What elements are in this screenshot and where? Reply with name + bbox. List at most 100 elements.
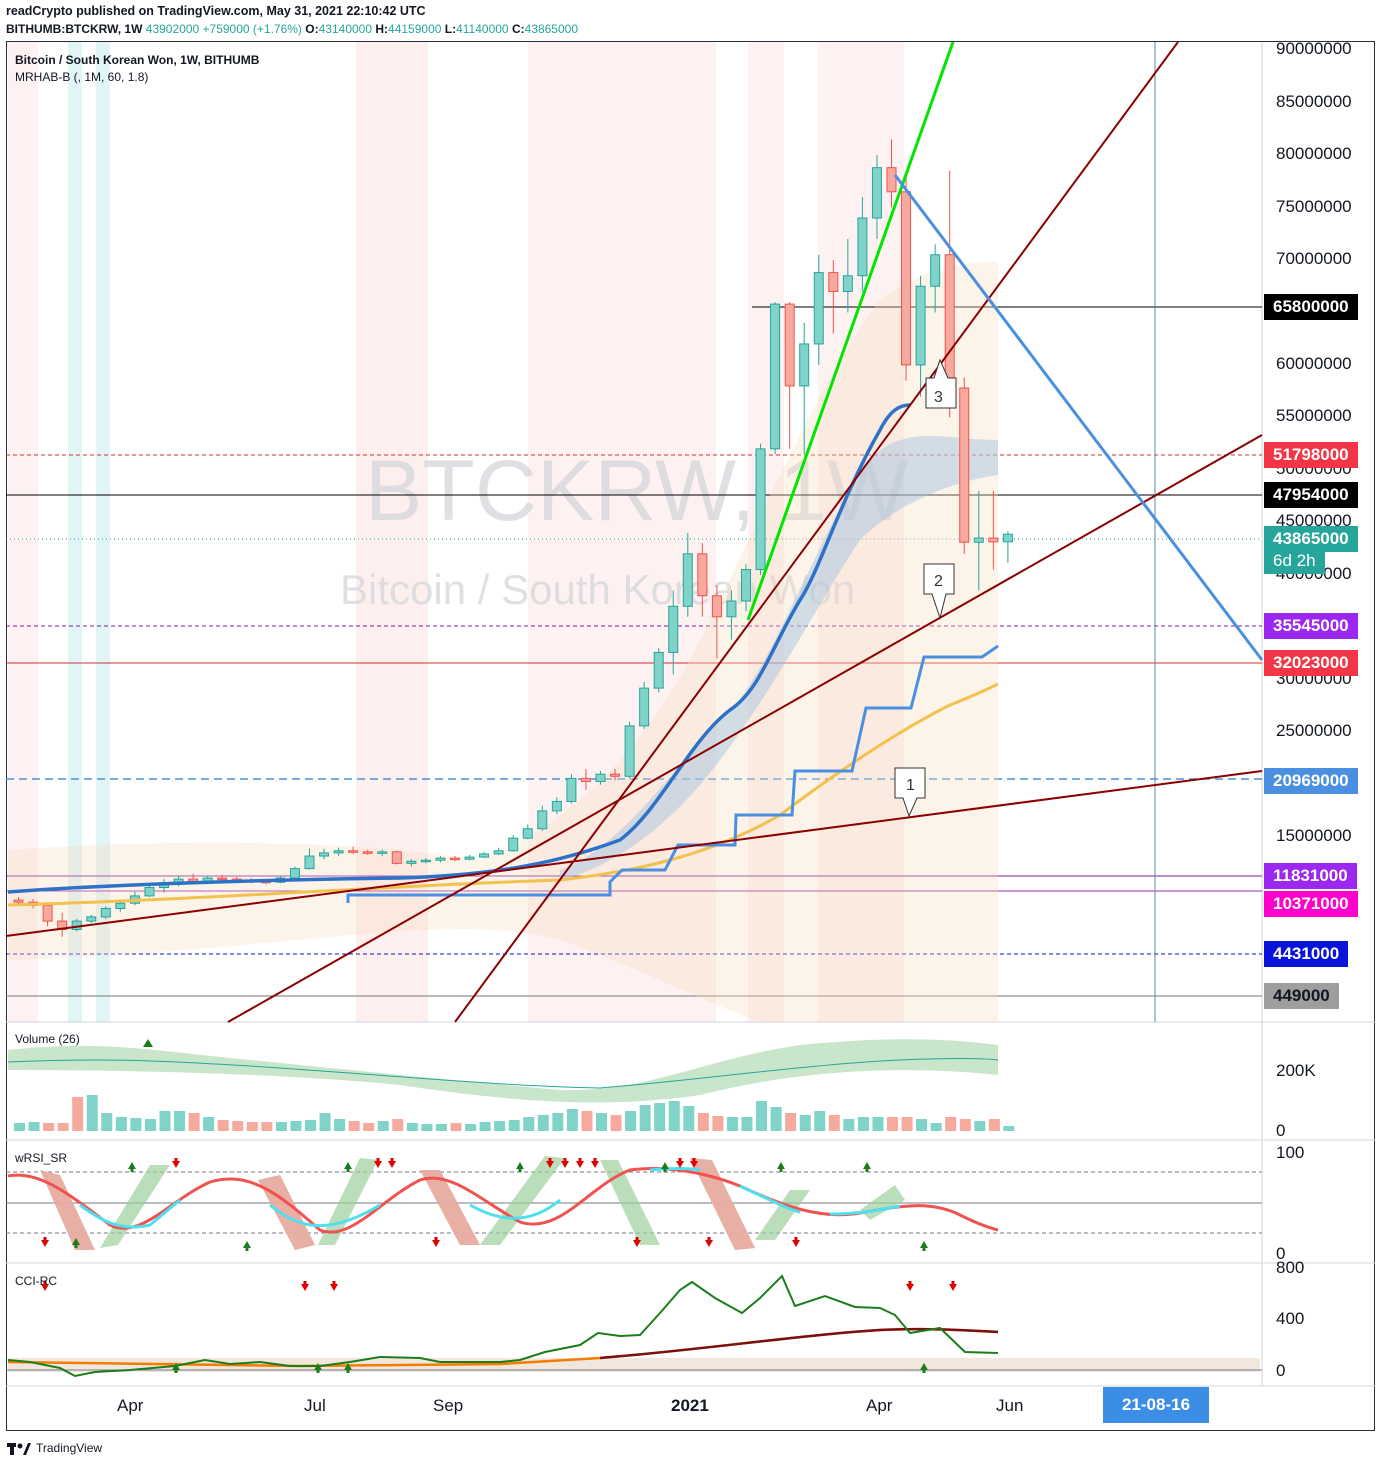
price-axis-tick: 85000000	[1276, 91, 1352, 111]
footer-brand: TradingView	[36, 1441, 103, 1455]
sell-signal-icon	[792, 1237, 800, 1247]
candle-body	[217, 877, 228, 881]
candle-body	[973, 537, 984, 543]
buy-signal-icon	[344, 1363, 352, 1373]
buy-signal-icon	[128, 1162, 136, 1172]
wrsi-pane-title: wRSI_SR	[15, 1151, 68, 1165]
candle-body	[639, 687, 650, 727]
buy-signal-icon	[920, 1363, 928, 1373]
volume-bar	[174, 1111, 186, 1131]
cci-signals	[41, 1281, 957, 1373]
price-change: +759000 (+1.76%)	[202, 22, 302, 36]
volume-bar	[566, 1109, 578, 1131]
crosshair-time-tag: 21-08-16	[1103, 1387, 1209, 1423]
wrsi-signals	[41, 1158, 928, 1251]
volume-ma	[7, 1058, 999, 1089]
wave-marker-3: 3	[925, 358, 957, 409]
price-tag: 51798000	[1264, 442, 1358, 468]
svg-text:3: 3	[934, 389, 943, 406]
last-price: 43902000	[145, 22, 200, 36]
volume-bar	[246, 1122, 258, 1131]
volume-bar	[756, 1101, 768, 1131]
wrsi-axis-100: 100	[1276, 1143, 1305, 1162]
candles-group	[13, 139, 1013, 937]
candle-body	[522, 828, 533, 839]
chart-frame	[6, 41, 1375, 1431]
volume-bar	[799, 1115, 811, 1131]
price-axis-tick: 60000000	[1276, 353, 1352, 373]
symbol-ohlc-line: BITHUMB:BTCKRW, 1W 43902000 +759000 (+1.…	[6, 22, 578, 36]
volume-bar	[450, 1123, 462, 1131]
wrsi-axis-0: 0	[1276, 1244, 1286, 1263]
volume-bar	[465, 1124, 477, 1131]
volume-axis-0: 0	[1276, 1121, 1286, 1140]
volume-pane-title: Volume (26)	[15, 1032, 80, 1046]
cci-line	[7, 1274, 999, 1378]
candle-body	[595, 773, 606, 783]
volume-bar	[290, 1121, 302, 1131]
volume-bar	[508, 1120, 520, 1131]
cci-axis-800: 800	[1276, 1258, 1305, 1277]
sell-signal-icon	[561, 1158, 569, 1168]
volume-bar	[144, 1119, 156, 1131]
low-value: 41140000	[456, 22, 509, 36]
candle-body	[697, 553, 708, 597]
volume-bar	[959, 1119, 971, 1131]
volume-up-arrow	[143, 1039, 153, 1047]
volume-bar	[275, 1122, 287, 1131]
buy-signal-icon	[863, 1162, 871, 1172]
buy-signal-icon	[172, 1363, 180, 1373]
time-label-jul: Jul	[304, 1396, 326, 1415]
tradingview-logo-icon	[7, 1443, 31, 1455]
volume-bar	[697, 1113, 709, 1131]
volume-bar	[494, 1121, 506, 1131]
candle-body	[377, 851, 388, 854]
volume-bar	[28, 1122, 40, 1131]
candle-body	[479, 853, 490, 858]
volume-band	[8, 1039, 998, 1103]
watermark-symbol: BTCKRW, 1W	[365, 443, 908, 539]
candle-body	[435, 857, 446, 861]
sell-signal-icon	[41, 1281, 49, 1291]
candle-body	[871, 167, 882, 219]
cci-signal-dark	[599, 1327, 999, 1360]
candle-body	[959, 387, 970, 543]
buy-signal-icon	[661, 1162, 669, 1172]
candle-body	[551, 800, 562, 812]
candle-body	[741, 569, 751, 602]
volume-bars	[14, 1095, 1015, 1131]
high-label: H:	[375, 22, 389, 36]
volume-bar	[392, 1119, 404, 1131]
candle-body	[115, 902, 126, 909]
candle-body	[682, 553, 693, 607]
svg-text:2: 2	[934, 573, 943, 590]
candle-body	[391, 851, 402, 864]
candle-body	[493, 850, 504, 855]
volume-bar	[305, 1120, 316, 1131]
price-axis-tick: 70000000	[1276, 248, 1352, 268]
volume-bar	[625, 1111, 637, 1131]
volume-bar	[188, 1113, 200, 1131]
volume-bar	[377, 1121, 389, 1131]
volume-bar	[857, 1117, 869, 1131]
wrsi-line-cyan	[79, 1167, 901, 1229]
countdown-tag: 6d 2h	[1264, 548, 1325, 574]
sell-signal-icon	[432, 1237, 440, 1247]
volume-bar	[887, 1117, 898, 1131]
sell-signal-icon	[374, 1158, 382, 1168]
price-tag: 47954000	[1264, 482, 1358, 508]
watermark-name: Bitcoin / South Korean Won	[340, 566, 855, 613]
volume-axis-200k: 200K	[1276, 1061, 1316, 1080]
candle-body	[144, 887, 155, 897]
wave-marker-1: 1	[894, 767, 926, 818]
price-tag: 449000	[1264, 983, 1339, 1009]
candle-body	[930, 254, 941, 287]
sell-signal-icon	[705, 1237, 713, 1247]
candle-body	[566, 777, 577, 802]
candle-body	[770, 303, 781, 450]
price-axis-tick: 25000000	[1276, 721, 1352, 741]
candle-body	[1002, 533, 1013, 543]
open-value: 43140000	[318, 22, 373, 36]
buy-signal-icon	[243, 1241, 251, 1251]
